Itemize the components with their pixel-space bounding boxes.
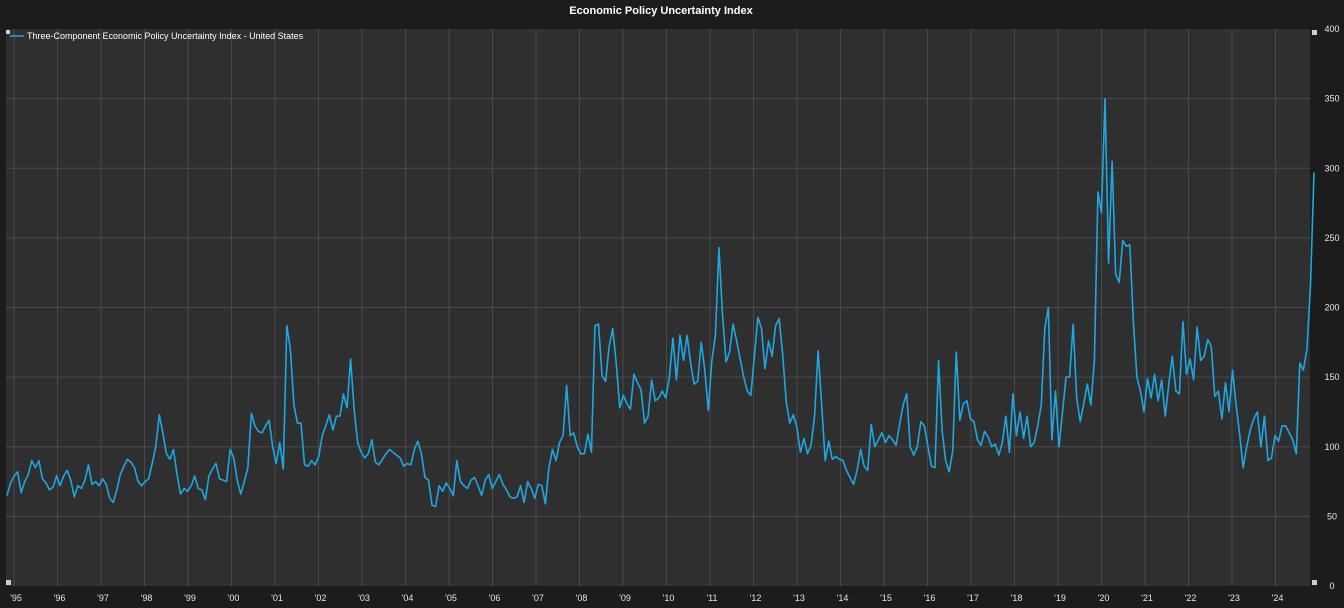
x-tick-label: '22	[1185, 593, 1197, 603]
x-tick-label: '02	[315, 593, 327, 603]
x-tick-label: '14	[837, 593, 849, 603]
x-tick-label: '98	[141, 593, 153, 603]
x-tick-label: '99	[184, 593, 196, 603]
legend: Three-Component Economic Policy Uncertai…	[6, 30, 304, 41]
x-tick-label: '24	[1272, 593, 1284, 603]
x-tick-label: '13	[793, 593, 805, 603]
y-tick-label: 150	[1324, 372, 1339, 382]
x-tick-label: '04	[402, 593, 414, 603]
x-tick-label: '03	[358, 593, 370, 603]
legend-marker	[6, 30, 10, 34]
y-tick-label: 350	[1324, 94, 1339, 104]
x-tick-label: '11	[706, 593, 717, 603]
y-tick-label: 0	[1329, 581, 1334, 591]
x-tick-label: '07	[532, 593, 544, 603]
grid	[6, 29, 1310, 586]
x-tick-label: '97	[97, 593, 109, 603]
y-tick-label: 250	[1324, 233, 1339, 243]
y-tick-label: 300	[1324, 163, 1339, 173]
x-tick-label: '00	[228, 593, 240, 603]
x-tick-label: '05	[445, 593, 457, 603]
x-axis: '95 '96 '97 '98 '99 '00 '01 '02 '03 '04 '05 '06 '07 '…	[10, 593, 1283, 603]
x-tick-label: '19	[1054, 593, 1066, 603]
x-tick-label: '01	[271, 593, 283, 603]
x-tick-label: '20	[1098, 593, 1110, 603]
x-tick-label: '12	[750, 593, 762, 603]
corner-handle-bottom-right[interactable]	[1312, 580, 1317, 585]
corner-handle-top-right[interactable]	[1312, 30, 1317, 35]
y-tick-label: 100	[1324, 442, 1339, 452]
x-tick-label: '21	[1141, 593, 1153, 603]
x-tick-label: '18	[1011, 593, 1023, 603]
chart-title: Economic Policy Uncertainty Index	[569, 5, 753, 17]
y-tick-label: 200	[1324, 303, 1339, 313]
corner-handle-bottom-left[interactable]	[6, 580, 11, 585]
x-tick-label: '09	[619, 593, 631, 603]
y-tick-label: 400	[1324, 24, 1339, 34]
x-tick-label: '17	[967, 593, 979, 603]
y-tick-label: 50	[1327, 511, 1337, 521]
legend-label: Three-Component Economic Policy Uncertai…	[27, 31, 304, 41]
y-axis: 0 50 100 150 200 250 300 350 400	[1324, 24, 1339, 591]
x-tick-label: '08	[576, 593, 588, 603]
series-layer	[6, 97, 1315, 508]
x-tick-label: '23	[1228, 593, 1240, 603]
x-tick-label: '16	[924, 593, 936, 603]
x-tick-label: '15	[880, 593, 892, 603]
x-tick-label: '10	[663, 593, 675, 603]
series-line	[6, 97, 1315, 508]
x-tick-label: '96	[54, 593, 66, 603]
x-tick-label: '06	[489, 593, 501, 603]
x-tick-label: '95	[10, 593, 22, 603]
